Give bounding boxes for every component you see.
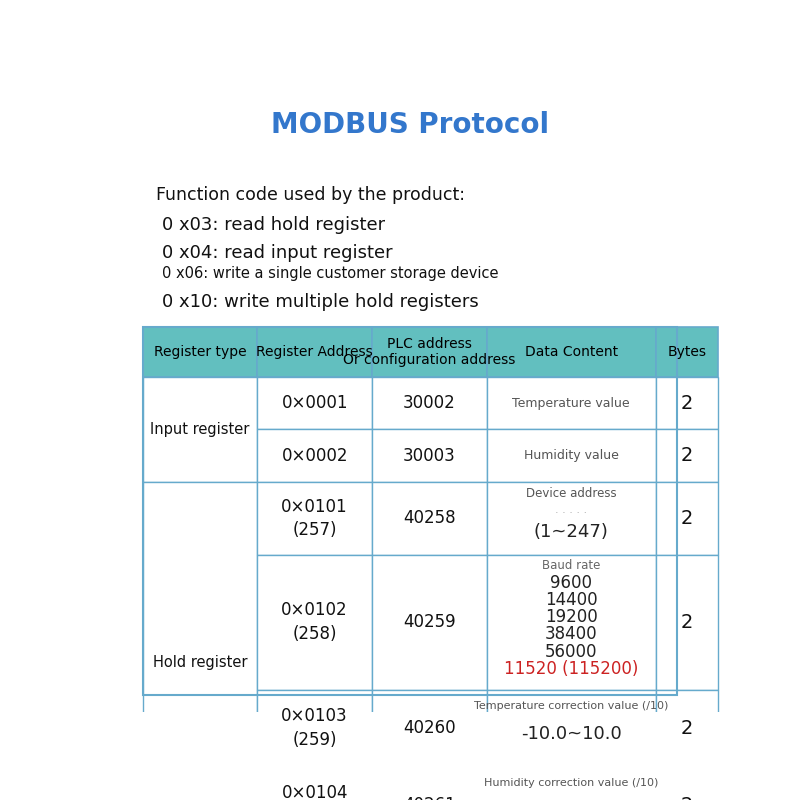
Bar: [258, 430, 372, 482]
Bar: [258, 690, 372, 766]
Bar: [372, 766, 486, 800]
Text: Baud rate: Baud rate: [542, 558, 600, 572]
Bar: [486, 430, 656, 482]
Text: 9600: 9600: [550, 574, 592, 591]
Text: 30002: 30002: [403, 394, 456, 412]
Text: 30003: 30003: [403, 446, 456, 465]
Text: Humidity correction value (/10): Humidity correction value (/10): [484, 778, 658, 788]
Text: Humidity value: Humidity value: [524, 449, 618, 462]
Bar: [486, 555, 656, 690]
Text: 0 x06: write a single customer storage device: 0 x06: write a single customer storage d…: [162, 266, 498, 281]
Text: 0 x03: read hold register: 0 x03: read hold register: [162, 216, 385, 234]
Text: 0 x10: write multiple hold registers: 0 x10: write multiple hold registers: [162, 293, 478, 311]
Bar: [372, 555, 486, 690]
Bar: [486, 690, 656, 766]
Text: 0×0103
(259): 0×0103 (259): [282, 707, 348, 749]
Text: 2: 2: [681, 613, 693, 632]
Text: 40258: 40258: [403, 510, 456, 527]
Text: Device address: Device address: [526, 487, 617, 500]
Bar: [656, 430, 718, 482]
Text: 2: 2: [681, 509, 693, 528]
Text: 0×0102
(258): 0×0102 (258): [282, 602, 348, 643]
Bar: [372, 327, 486, 377]
Text: 40261: 40261: [403, 796, 456, 800]
Text: Register Address: Register Address: [256, 345, 373, 359]
Text: Data Content: Data Content: [525, 345, 618, 359]
Bar: [372, 482, 486, 555]
Text: 0×0104
(260): 0×0104 (260): [282, 784, 348, 800]
Text: 40260: 40260: [403, 719, 456, 737]
Text: (1~247): (1~247): [534, 523, 609, 541]
Text: 0×0001: 0×0001: [282, 394, 348, 412]
Bar: [142, 327, 258, 377]
Text: Temperature value: Temperature value: [512, 397, 630, 410]
Bar: [142, 377, 258, 482]
Text: 0×0101
(257): 0×0101 (257): [282, 498, 348, 539]
Text: Hold register: Hold register: [153, 655, 247, 670]
Text: 19200: 19200: [545, 608, 598, 626]
Bar: [656, 482, 718, 555]
Bar: [656, 690, 718, 766]
Text: 0×0002: 0×0002: [282, 446, 348, 465]
Bar: [258, 327, 372, 377]
Text: 2: 2: [681, 446, 693, 465]
Text: 40259: 40259: [403, 614, 456, 631]
Bar: [372, 430, 486, 482]
Bar: [142, 327, 678, 695]
Bar: [656, 327, 718, 377]
Text: PLC address
Or configuration address: PLC address Or configuration address: [343, 337, 515, 367]
Bar: [372, 377, 486, 430]
Text: Input register: Input register: [150, 422, 250, 437]
Text: 0 x04: read input register: 0 x04: read input register: [162, 245, 393, 262]
Bar: [656, 555, 718, 690]
Text: 11520 (115200): 11520 (115200): [504, 660, 638, 678]
Text: Bytes: Bytes: [667, 345, 706, 359]
Text: 38400: 38400: [545, 626, 598, 643]
Text: Temperature correction value (/10): Temperature correction value (/10): [474, 701, 668, 711]
Bar: [486, 327, 656, 377]
Text: 2: 2: [681, 718, 693, 738]
Bar: [258, 766, 372, 800]
Bar: [656, 377, 718, 430]
Text: 56000: 56000: [545, 642, 598, 661]
Bar: [486, 377, 656, 430]
Text: 2: 2: [681, 796, 693, 800]
Bar: [258, 377, 372, 430]
Text: 14400: 14400: [545, 591, 598, 609]
Text: -10.0~10.0: -10.0~10.0: [521, 725, 622, 742]
Text: 2: 2: [681, 394, 693, 413]
Bar: [258, 482, 372, 555]
Bar: [656, 766, 718, 800]
Bar: [486, 766, 656, 800]
Text: · · · · ·: · · · · ·: [555, 507, 587, 518]
Text: MODBUS Protocol: MODBUS Protocol: [271, 111, 549, 139]
Bar: [258, 555, 372, 690]
Text: Function code used by the product:: Function code used by the product:: [156, 186, 465, 204]
Bar: [486, 482, 656, 555]
Text: Register type: Register type: [154, 345, 246, 359]
Bar: [142, 482, 258, 800]
Bar: [372, 690, 486, 766]
